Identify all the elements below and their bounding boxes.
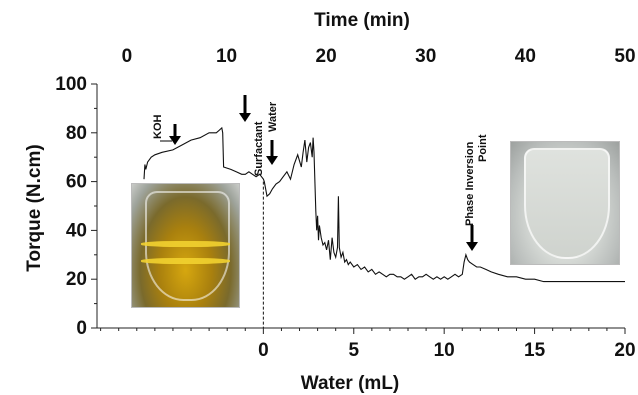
vial-photo-yellow <box>131 183 240 308</box>
x-axis-top: 0 10 20 30 40 50 <box>122 46 636 67</box>
emulsion-band <box>140 240 231 247</box>
emulsion-band <box>140 257 231 264</box>
water-label: Water <box>267 101 279 132</box>
y-tick-label: 60 <box>66 172 87 193</box>
koh-label: KOH <box>152 115 164 140</box>
phase-inversion-label-line1: Phase Inversion <box>464 141 476 226</box>
surfactant-label: Surfactant <box>253 121 265 176</box>
top-tick-label: 30 <box>415 46 436 67</box>
top-tick-label: 20 <box>316 46 337 67</box>
top-tick-label: 50 <box>614 46 635 67</box>
y-axis-title: Torque (N.cm) <box>24 144 45 271</box>
x-axis-title: Water (mL) <box>301 373 400 394</box>
surfactant-arrow-head <box>239 113 251 122</box>
top-tick-label: 0 <box>122 46 133 67</box>
vial-photo-white <box>510 141 620 265</box>
torque-series-line <box>143 126 625 283</box>
phase-inversion-arrow-head <box>466 242 478 251</box>
y-tick-label: 20 <box>66 269 87 290</box>
series-layer <box>143 126 625 328</box>
x-tick-label: 15 <box>524 340 546 361</box>
water-arrow-head <box>266 156 278 165</box>
phase-inversion-label-line2: Point <box>477 134 489 162</box>
vial-glass <box>523 148 611 260</box>
top-axis-title: Time (min) <box>314 10 410 31</box>
koh-arrow-head <box>169 136 181 145</box>
x-tick-label: 20 <box>614 340 635 361</box>
x-tick-label: 10 <box>434 340 455 361</box>
x-tick-label: 0 <box>258 340 269 361</box>
y-axis: 0 20 40 60 80 100 <box>55 74 97 339</box>
x-tick-label: 5 <box>348 340 359 361</box>
y-tick-label: 80 <box>66 123 87 144</box>
y-tick-label: 0 <box>76 318 87 339</box>
x-axis-bottom: 0 5 10 15 20 <box>100 328 636 361</box>
top-tick-label: 40 <box>515 46 536 67</box>
y-tick-label: 100 <box>55 74 87 95</box>
y-tick-label: 40 <box>66 220 87 241</box>
top-tick-label: 10 <box>216 46 237 67</box>
vial-glass <box>144 191 231 302</box>
